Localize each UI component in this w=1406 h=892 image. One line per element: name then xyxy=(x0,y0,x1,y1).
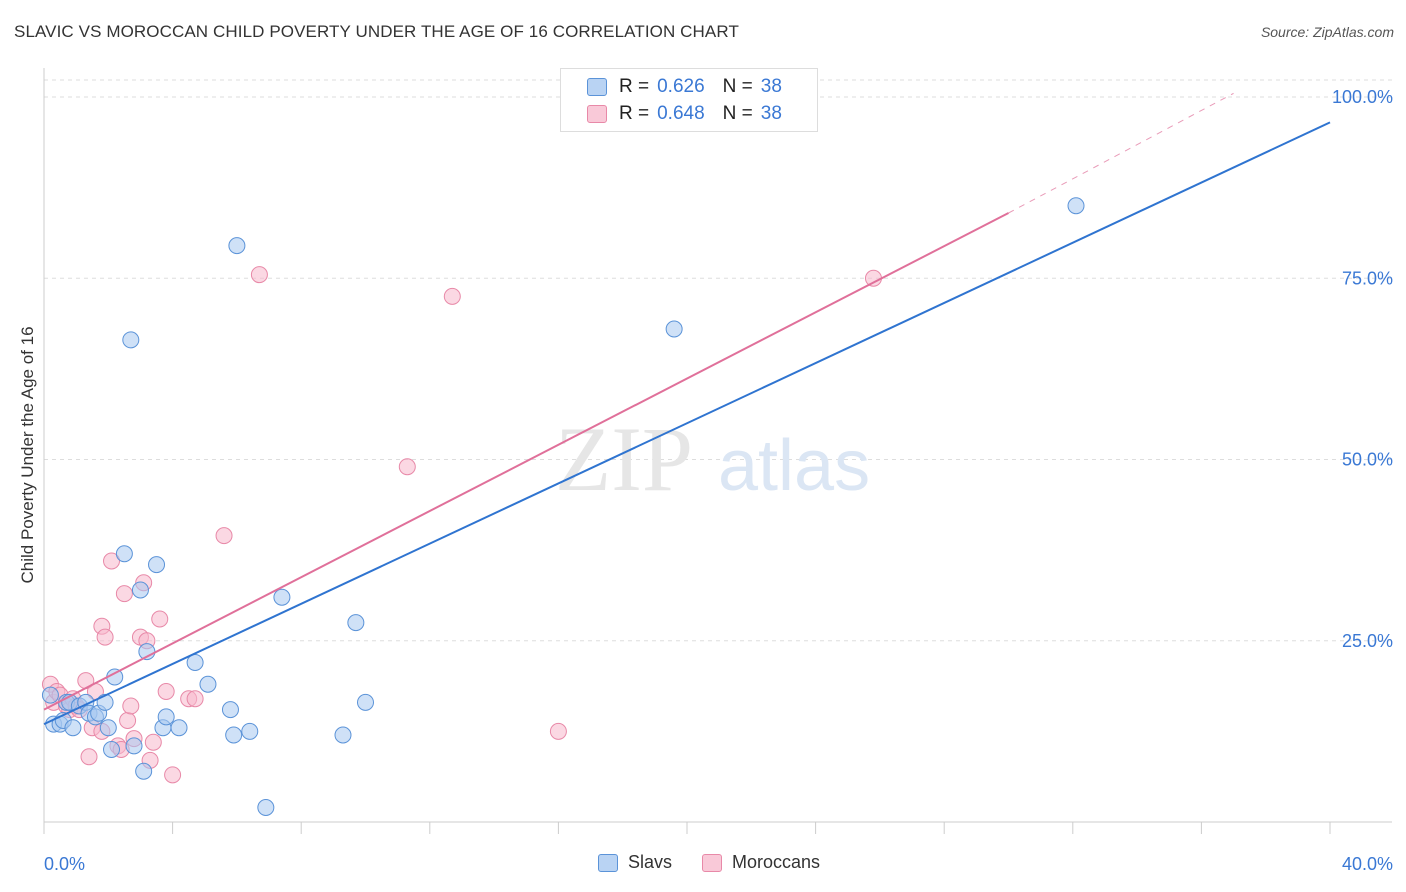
moroccans-swatch-icon xyxy=(702,853,723,872)
moroccans-point xyxy=(215,527,233,545)
moroccans-point xyxy=(250,266,268,284)
legend-n-value: 38 xyxy=(760,103,782,124)
slavs-point xyxy=(122,331,140,349)
y-tick-label: 50.0% xyxy=(1342,450,1393,470)
moroccans-point xyxy=(119,712,137,729)
y-tick-label: 100.0% xyxy=(1332,87,1393,107)
trend-lines xyxy=(43,92,1331,726)
slavs-point xyxy=(41,686,59,704)
legend-row-slavs: R = 0.626 N = 38 xyxy=(587,75,782,99)
source-credit: Source: ZipAtlas.com xyxy=(1260,24,1394,40)
legend-item-moroccans: Moroccans xyxy=(702,852,820,873)
legend-label-moroccans: Moroccans xyxy=(732,852,821,872)
slavs-point xyxy=(228,237,246,255)
moroccans-swatch-icon xyxy=(587,105,607,123)
moroccans-point xyxy=(864,269,882,287)
correlation-legend: R = 0.626 N = 38 R = 0.648 N = 38 xyxy=(560,68,818,132)
legend-r-label: R = xyxy=(619,103,650,124)
slavs-point xyxy=(99,719,117,737)
slavs-point xyxy=(170,719,188,737)
legend-r-value: 0.626 xyxy=(657,76,705,97)
slavs-point xyxy=(131,581,149,599)
moroccans-point xyxy=(151,610,169,628)
moroccans-point xyxy=(103,552,121,570)
slavs-point xyxy=(241,722,259,740)
slavs-point xyxy=(357,693,374,711)
slavs-point xyxy=(96,693,114,711)
slavs-point xyxy=(225,726,243,744)
slavs-point xyxy=(334,726,352,744)
axis-labels: 25.0% 50.0% 75.0% 100.0% 0.0% 40.0% xyxy=(44,87,1393,874)
y-tick-label: 75.0% xyxy=(1342,268,1393,288)
moroccans-point xyxy=(398,458,416,476)
slavs-point xyxy=(221,701,239,719)
slavs-point xyxy=(135,762,153,780)
slavs-point xyxy=(64,719,82,737)
slavs-point xyxy=(199,675,217,693)
watermark-zip: ZIP xyxy=(555,408,693,510)
slavs-point xyxy=(1067,197,1085,215)
moroccans-point xyxy=(122,697,140,715)
gridlines xyxy=(44,79,1392,642)
slavs-point xyxy=(257,799,275,816)
moroccans-point xyxy=(186,690,204,708)
x-tick-label: 0.0% xyxy=(44,854,85,874)
moroccans-point xyxy=(144,733,162,751)
data-points xyxy=(41,197,1085,816)
moroccans-point xyxy=(164,766,182,784)
legend-n-label: N = xyxy=(722,76,753,97)
slavs-trend-line xyxy=(43,121,1331,726)
slavs-swatch-icon xyxy=(587,78,607,96)
watermark: ZIP atlas xyxy=(555,408,870,510)
moroccans-point xyxy=(157,683,175,700)
moroccans-trend-extension xyxy=(1008,92,1234,214)
moroccans-point xyxy=(549,722,567,740)
legend-row-moroccans: R = 0.648 N = 38 xyxy=(587,102,782,126)
legend-n-label: N = xyxy=(722,103,753,124)
slavs-point xyxy=(157,708,175,726)
slavs-point xyxy=(148,556,166,574)
legend-label-slavs: Slavs xyxy=(628,852,673,872)
slavs-point xyxy=(115,545,133,563)
slavs-point xyxy=(665,320,683,338)
chart-title: SLAVIC VS MOROCCAN CHILD POVERTY UNDER T… xyxy=(14,22,739,41)
moroccans-point xyxy=(115,585,133,603)
y-tick-label: 25.0% xyxy=(1342,631,1393,651)
x-tick-label: 40.0% xyxy=(1342,854,1393,874)
series-legend: Slavs Moroccans xyxy=(598,852,850,873)
moroccans-point xyxy=(443,287,461,305)
moroccans-point xyxy=(96,628,114,646)
legend-n-value: 38 xyxy=(760,76,782,97)
legend-r-value: 0.648 xyxy=(657,103,705,124)
slavs-point xyxy=(103,741,121,758)
slavs-point xyxy=(347,614,365,632)
watermark-atlas: atlas xyxy=(718,426,870,506)
slavs-point xyxy=(273,588,291,606)
slavs-swatch-icon xyxy=(598,853,618,872)
moroccans-point xyxy=(80,748,98,766)
legend-item-slavs: Slavs xyxy=(598,852,672,873)
moroccans-trend-line xyxy=(43,212,1009,711)
y-axis-label: Child Poverty Under the Age of 16 xyxy=(18,326,37,583)
slavs-point xyxy=(125,737,143,755)
legend-r-label: R = xyxy=(619,76,650,97)
